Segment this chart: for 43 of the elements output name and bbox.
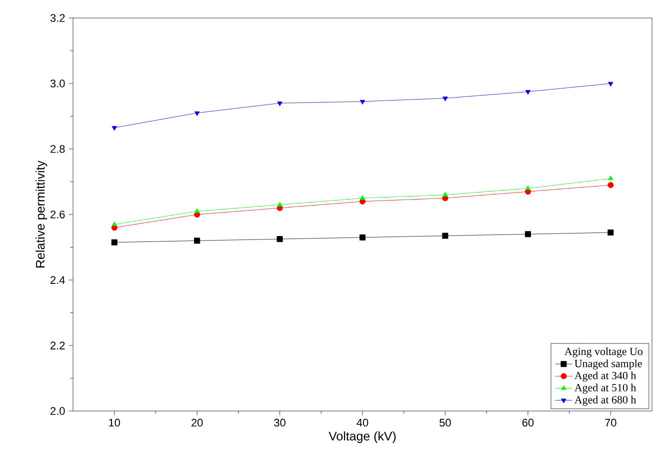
point <box>194 208 200 213</box>
point <box>525 185 531 190</box>
point <box>608 82 614 86</box>
legend-label: Aged at 340 h <box>574 372 636 382</box>
point <box>524 231 531 238</box>
y-tick-label: 2.2 <box>50 342 65 350</box>
x-tick-label: 20 <box>192 418 203 427</box>
point <box>194 238 200 244</box>
point <box>111 239 118 246</box>
point <box>442 232 448 239</box>
y-tick-label: 2.8 <box>50 145 65 153</box>
point <box>276 236 283 242</box>
legend-label: Aged at 510 h <box>574 384 636 394</box>
point <box>442 192 448 196</box>
point <box>608 230 614 236</box>
y-tick-label: 2.4 <box>50 276 65 284</box>
x-tick-label: 60 <box>522 418 534 427</box>
x-tick-label: 10 <box>109 418 120 427</box>
legend-title: Aging voltage Uo <box>564 347 642 358</box>
x-tick-label: 70 <box>605 418 616 427</box>
x-tick-label: 50 <box>440 418 451 427</box>
point <box>277 202 282 206</box>
y-tick-label: 3.0 <box>50 80 65 88</box>
x-tick-label: 30 <box>274 418 286 427</box>
point <box>608 175 614 180</box>
x-tick-label: 40 <box>356 418 368 427</box>
y-tick-label: 2.6 <box>50 210 65 218</box>
point <box>277 102 282 106</box>
point <box>360 100 366 105</box>
point <box>360 195 366 200</box>
point <box>525 90 531 95</box>
point <box>608 182 614 188</box>
point <box>194 111 200 116</box>
y-axis-title: Relative permittivity <box>36 160 48 268</box>
point <box>112 126 117 131</box>
point <box>442 96 448 102</box>
point <box>112 221 117 226</box>
legend-label: Unaged sample <box>574 360 642 370</box>
y-tick-label: 3.2 <box>50 14 65 22</box>
x-axis-title: Voltage (kV) <box>328 431 396 443</box>
y-tick-label: 2.0 <box>50 407 65 415</box>
point <box>360 234 366 240</box>
legend-label: Aged at 680 h <box>574 396 636 406</box>
